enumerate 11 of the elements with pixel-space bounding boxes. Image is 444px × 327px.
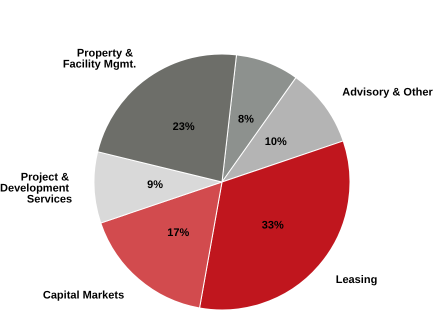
- data-label: 8%: [238, 113, 254, 126]
- data-label: 17%: [167, 226, 190, 239]
- data-label: 23%: [172, 121, 195, 134]
- slice-label: Advisory & Other: [342, 86, 434, 98]
- slice-label: Leasing: [336, 274, 378, 286]
- data-label: 33%: [262, 220, 284, 232]
- data-label: 10%: [264, 136, 287, 148]
- slice-label: Property & Facility Mgmt.: [62, 47, 136, 70]
- data-label: 9%: [147, 178, 164, 191]
- slice-label: Capital Markets: [42, 290, 124, 302]
- slice-label: Project & Development Services: [0, 172, 72, 206]
